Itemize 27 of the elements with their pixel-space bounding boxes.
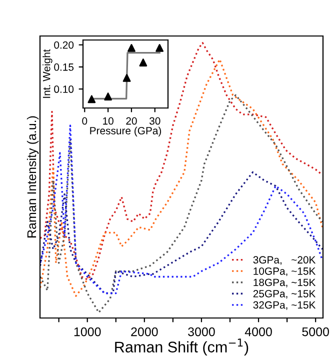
- legend-label: 18GPa, ~15K: [254, 278, 316, 288]
- x-tick-label: 5000: [302, 327, 329, 336]
- legend-label: 10GPa, ~15K: [254, 267, 316, 276]
- x-axis-title: Pressure (GPa): [90, 126, 162, 136]
- y-tick-label: 0.10: [54, 86, 74, 93]
- x-tick-label: 3000: [188, 327, 215, 336]
- x-tick-label: 30: [149, 117, 160, 125]
- point: [88, 95, 96, 104]
- legend-label: 3GPa, ~20K: [253, 256, 316, 265]
- x-tick-label: 20: [126, 117, 137, 125]
- point: [156, 44, 164, 52]
- point: [128, 44, 136, 52]
- x-axis-title: Raman Shift (cm$^{−1}$): [115, 338, 248, 356]
- y-axis-title: Raman Intensity (a.u.): [26, 116, 39, 238]
- point: [139, 58, 148, 66]
- point: [122, 74, 131, 82]
- point: [104, 92, 112, 100]
- y-tick-label: 0.15: [54, 63, 74, 71]
- x-tick-label: 0: [82, 117, 88, 125]
- legend-label: 32GPa, ~15K: [253, 301, 316, 310]
- y-tick-label: 0.20: [54, 41, 74, 49]
- x-tick-label: 2000: [131, 327, 158, 336]
- x-tick-label: 4000: [244, 327, 272, 336]
- legend-label: 25GPa, ~15K: [253, 290, 316, 299]
- y-axis-title: Int. Weight: [42, 49, 52, 98]
- x-tick-label: 1000: [74, 327, 101, 336]
- x-tick-label: 10: [103, 117, 114, 125]
